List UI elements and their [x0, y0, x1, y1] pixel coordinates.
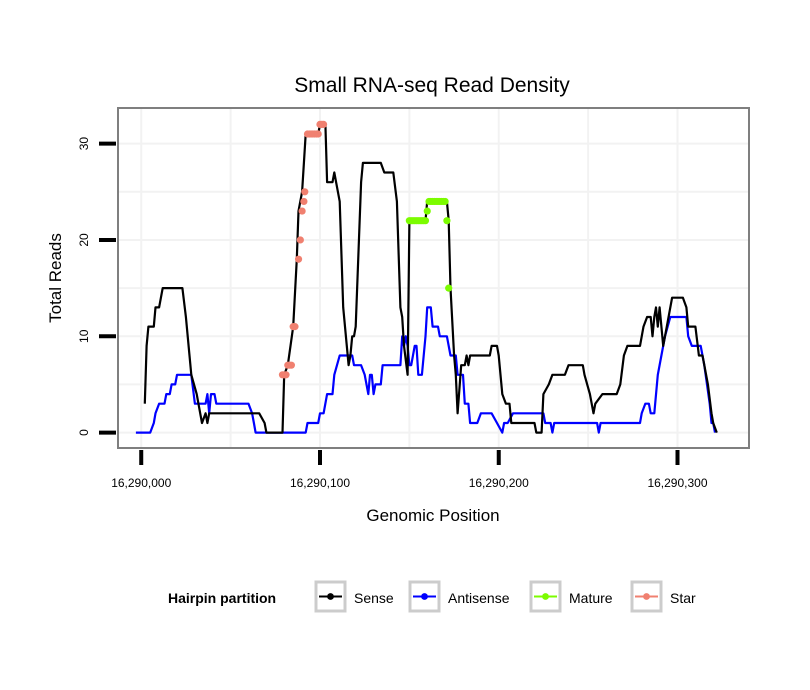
series-sense-line	[143, 123, 718, 434]
x-tick-label: 16,290,000	[111, 476, 171, 490]
legend-item-mature[interactable]: Mature	[529, 580, 613, 613]
legend-item-star[interactable]: Star	[630, 580, 696, 613]
series-antisense-line	[135, 306, 717, 434]
series-star-point	[298, 207, 306, 215]
y-tick-label: 30	[77, 137, 91, 151]
chart-title: Small RNA-seq Read Density	[294, 74, 570, 97]
legend-item-antisense[interactable]: Antisense	[408, 580, 510, 613]
series-star-point	[291, 323, 299, 331]
x-tick-label: 16,290,100	[290, 476, 350, 490]
series-mature-point	[441, 197, 449, 206]
series-star-point	[287, 361, 295, 369]
x-axis-title: Genomic Position	[366, 506, 499, 525]
y-tick-label: 0	[77, 429, 91, 436]
series-star-point	[314, 130, 322, 138]
y-tick-label: 10	[77, 329, 91, 343]
series-star-point	[301, 188, 309, 196]
x-tick-label: 16,290,300	[647, 476, 707, 490]
legend-label-mature: Mature	[569, 590, 613, 606]
x-axis: 16,290,000 16,290,100 16,290,200 16,290,300	[111, 450, 708, 490]
y-axis-title: Total Reads	[46, 233, 65, 323]
series-star-point	[300, 197, 308, 206]
series-mature-point	[445, 284, 453, 292]
plot-border	[117, 107, 750, 449]
legend-label-antisense: Antisense	[448, 590, 510, 606]
legend-key-point	[643, 593, 650, 600]
series-mature-point	[423, 207, 431, 215]
legend-title: Hairpin partition	[168, 590, 276, 606]
legend-item-sense[interactable]: Sense	[314, 580, 394, 613]
legend-key-point	[542, 593, 549, 600]
series-layer	[135, 120, 718, 434]
series-star-point	[282, 371, 290, 379]
grid	[118, 108, 749, 448]
plot-panel	[118, 108, 749, 448]
legend: Hairpin partition Sense Antisense Mature St…	[168, 580, 696, 613]
series-star-point	[319, 120, 328, 128]
y-axis: 0 10 20 30	[77, 137, 116, 436]
y-tick-label: 20	[77, 233, 91, 247]
series-star-point	[296, 236, 304, 244]
legend-key-point	[327, 593, 334, 600]
legend-key-point	[421, 593, 428, 600]
series-mature-point	[421, 217, 430, 225]
legend-label-star: Star	[670, 590, 696, 606]
legend-label-sense: Sense	[354, 590, 394, 606]
series-star-point	[294, 255, 303, 263]
x-tick-label: 16,290,200	[469, 476, 529, 490]
series-mature-point	[443, 217, 451, 225]
